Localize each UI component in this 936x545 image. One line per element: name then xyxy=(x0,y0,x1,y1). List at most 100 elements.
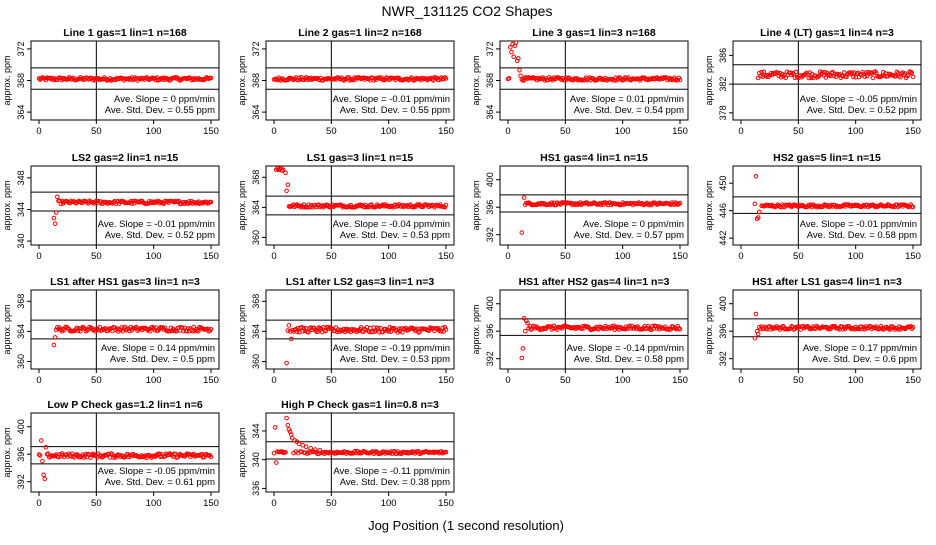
plot-frame xyxy=(732,40,922,121)
y-tick-label: 372 xyxy=(485,41,495,56)
x-tick-label: 0 xyxy=(36,251,41,262)
y-tick-label: 360 xyxy=(251,354,261,369)
data-point xyxy=(910,324,916,330)
data-point xyxy=(677,200,683,206)
data-point xyxy=(442,325,448,330)
data-point xyxy=(443,202,449,208)
y-tick-label: 442 xyxy=(718,231,728,246)
x-tick-label: 0 xyxy=(271,126,276,137)
x-tick-label: 150 xyxy=(672,375,688,386)
subplot-5: LS2 gas=2 lin=1 n=15 approx. ppm 340 344 348… xyxy=(2,152,220,262)
data-point xyxy=(42,476,48,482)
x-tick-label: 0 xyxy=(271,375,276,386)
y-tick-label: 368 xyxy=(251,73,261,88)
subplot-title: HS1 after HS2 gas=4 lin=1 n=3 xyxy=(519,276,670,288)
subplot-11: HS1 after HS2 gas=4 lin=1 n=3 approx. ppm… xyxy=(471,276,689,386)
data-point xyxy=(280,167,286,173)
stddev-annotation: Ave. Std. Dev. = 0.53 ppm xyxy=(340,230,450,241)
data-point xyxy=(285,328,291,333)
x-tick-label: 100 xyxy=(381,498,397,509)
y-axis-label: approx. ppm xyxy=(237,427,247,477)
data-point xyxy=(864,73,870,79)
data-point xyxy=(909,70,915,75)
y-tick-label: 336 xyxy=(251,481,261,496)
subplot-4: Line 4 (LT) gas=1 lin=4 n=3 approx. ppm 37… xyxy=(704,27,922,137)
data-point xyxy=(757,209,762,215)
data-point xyxy=(295,77,301,83)
x-tick-label: 150 xyxy=(905,126,921,137)
data-point xyxy=(900,70,906,75)
data-point xyxy=(851,74,856,80)
x-tick-label: 50 xyxy=(326,498,337,509)
data-point xyxy=(395,330,401,335)
y-axis-label: approx. ppm xyxy=(2,55,12,105)
data-point xyxy=(294,202,300,207)
plot-frame xyxy=(265,412,455,493)
data-point xyxy=(303,444,309,450)
chart-panels: Line 1 gas=1 lin=1 n=168 approx. ppm 364 36… xyxy=(2,27,922,509)
data-point xyxy=(285,422,291,428)
y-tick-label: 368 xyxy=(16,73,26,88)
subplot-9: LS1 after HS1 gas=3 lin=1 n=3 approx. ppm… xyxy=(2,276,220,386)
plot-frame xyxy=(30,412,220,493)
figure-xlabel: Jog Position (1 second resolution) xyxy=(368,518,564,533)
data-point xyxy=(677,327,683,332)
data-point xyxy=(55,194,60,200)
stddev-annotation: Ave. Std. Dev. = 0.53 ppm xyxy=(340,354,450,365)
y-tick-label: 360 xyxy=(16,354,26,369)
data-point xyxy=(299,325,304,330)
data-point xyxy=(127,328,132,334)
y-tick-label: 396 xyxy=(485,324,495,339)
subplot-title: Line 1 gas=1 lin=1 n=168 xyxy=(63,27,187,39)
x-tick-label: 150 xyxy=(672,126,688,137)
y-tick-label: 386 xyxy=(718,48,728,63)
slope-annotation: Ave. Slope = 0.17 ppm/min xyxy=(803,343,917,354)
data-point xyxy=(129,201,135,206)
data-point xyxy=(284,188,289,194)
data-point xyxy=(519,355,525,361)
slope-annotation: Ave. Slope = -0.04 ppm/min xyxy=(333,219,450,230)
subplot-8: HS2 gas=5 lin=1 n=15 approx. ppm 442 446 450… xyxy=(704,152,922,262)
data-point xyxy=(294,329,300,335)
y-tick-label: 392 xyxy=(16,474,26,489)
data-point xyxy=(793,69,799,75)
x-tick-label: 0 xyxy=(738,251,743,262)
x-tick-label: 50 xyxy=(560,251,571,262)
data-points xyxy=(271,75,449,83)
x-tick-label: 0 xyxy=(36,375,41,386)
data-points xyxy=(752,174,916,222)
x-tick-label: 150 xyxy=(438,375,454,386)
y-tick-label: 364 xyxy=(16,105,26,120)
data-point xyxy=(51,342,57,348)
x-tick-label: 100 xyxy=(848,375,864,386)
data-point xyxy=(752,201,758,207)
data-point xyxy=(345,204,350,210)
data-point xyxy=(185,201,191,206)
x-tick-label: 0 xyxy=(36,126,41,137)
data-point xyxy=(208,454,214,460)
x-tick-label: 150 xyxy=(203,375,219,386)
y-tick-label: 396 xyxy=(485,200,495,215)
data-points xyxy=(505,40,683,83)
data-point xyxy=(513,40,519,45)
x-tick-label: 0 xyxy=(738,126,743,137)
data-points xyxy=(519,315,683,361)
data-point xyxy=(442,205,448,210)
y-tick-label: 344 xyxy=(251,423,261,438)
slope-annotation: Ave. Slope = 0 ppm/min xyxy=(583,219,684,230)
data-point xyxy=(840,327,846,332)
data-point xyxy=(662,324,668,330)
stddev-annotation: Ave. Std. Dev. = 0.61 ppm xyxy=(105,477,215,488)
y-tick-label: 364 xyxy=(251,324,261,339)
data-point xyxy=(508,45,513,50)
plot-frame xyxy=(30,289,220,370)
data-point xyxy=(52,335,58,340)
data-point xyxy=(511,54,517,60)
data-point xyxy=(862,74,868,79)
subplot-title: Line 4 (LT) gas=1 lin=4 n=3 xyxy=(760,27,894,39)
stddev-annotation: Ave. Std. Dev. = 0.6 ppm xyxy=(812,354,917,365)
x-tick-label: 100 xyxy=(381,251,397,262)
x-tick-label: 100 xyxy=(146,126,162,137)
slope-annotation: Ave. Slope = -0.01 ppm/min xyxy=(98,219,215,230)
